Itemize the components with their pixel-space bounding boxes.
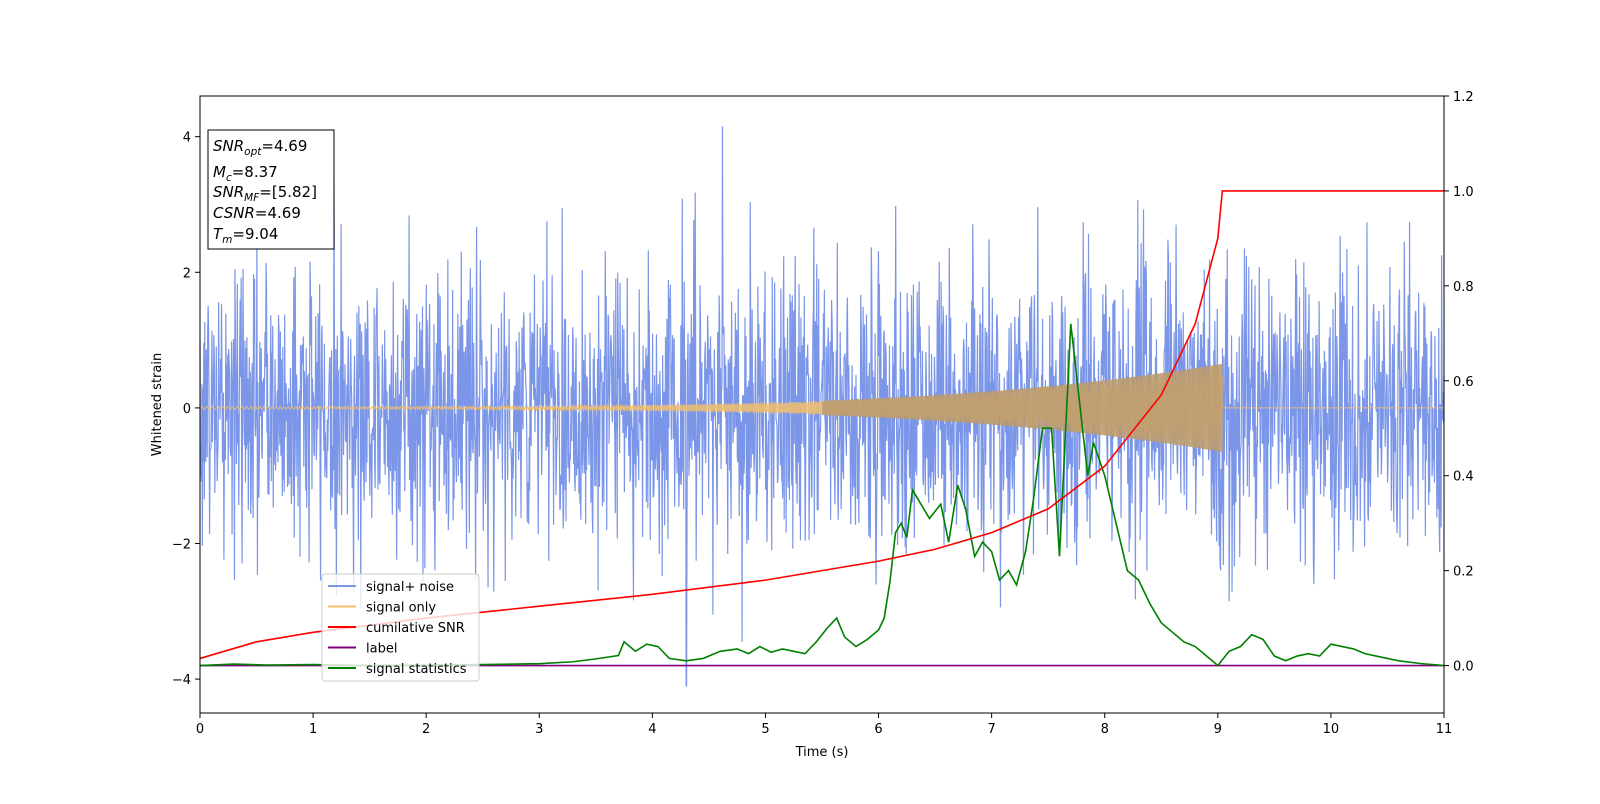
- info-csnr-value: =4.69: [255, 204, 301, 222]
- y-tick-label: 2: [183, 266, 191, 281]
- ticks-layer: 0 1 2 3 4 5 6 7 8 9 10 11 4 2 0 −2 −4 1.2 1.0 0.8 0.6 0.4 0.2 0…: [172, 90, 1474, 737]
- signal-only-envelope: [822, 363, 1223, 452]
- x-tick-label: 5: [761, 722, 769, 737]
- x-tick-label: 7: [987, 722, 995, 737]
- x-tick-label: 2: [422, 722, 430, 737]
- y2-tick-label: 1.0: [1453, 185, 1474, 200]
- info-mc-base: M: [213, 163, 226, 181]
- legend-entry-label: label: [366, 642, 397, 657]
- x-tick-label: 1: [309, 722, 317, 737]
- y-tick-label: 0: [183, 402, 191, 417]
- legend-entry-label: signal statistics: [366, 662, 467, 677]
- legend-entry-label: cumilative SNR: [366, 621, 465, 636]
- y2-tick-label: 0.0: [1453, 660, 1474, 675]
- series-signal-statistics: [199, 323, 1445, 667]
- x-tick-label: 9: [1214, 722, 1222, 737]
- legend-frame: [321, 573, 480, 682]
- y2-tick-label: 0.8: [1453, 280, 1474, 295]
- info-tm-base: T: [213, 225, 224, 243]
- info-snr-mf: SNRMF=[5.82]: [213, 183, 317, 204]
- noise-layer: [199, 126, 1445, 687]
- x-tick-label: 0: [196, 722, 204, 737]
- info-tm-value: =9.04: [232, 225, 278, 243]
- y-tick-label: −4: [172, 673, 191, 688]
- y-axis-label: Whitened strain: [150, 353, 165, 456]
- y2-tick-label: 0.6: [1453, 375, 1474, 390]
- y-tick-label: 4: [183, 131, 191, 146]
- info-snr-mf-base: SNR: [213, 183, 244, 201]
- info-csnr-base: CSNR: [213, 204, 255, 222]
- info-tm: Tm=9.04: [213, 225, 278, 246]
- x-axis-label: Time (s): [795, 745, 849, 760]
- legend-entry-label: signal+ noise: [366, 580, 454, 595]
- info-tm-sub: m: [222, 234, 232, 246]
- info-snr-opt-value: =4.69: [261, 137, 307, 155]
- info-snr-opt: SNRopt=4.69: [213, 137, 307, 158]
- info-snr-opt-sub: opt: [244, 146, 262, 158]
- y-tick-label: −2: [172, 537, 191, 552]
- info-box-frame: [207, 129, 335, 250]
- legend-entry-label: signal only: [366, 601, 436, 616]
- info-mc-value: =8.37: [232, 163, 278, 181]
- x-tick-label: 11: [1436, 722, 1453, 737]
- info-mc-sub: c: [226, 172, 232, 184]
- info-csnr: CSNR=4.69: [213, 204, 301, 222]
- plot-frame: [199, 95, 1445, 714]
- info-snr-mf-value: =[5.82]: [259, 183, 317, 201]
- info-snr-mf-sub: MF: [244, 192, 260, 204]
- legend: signal+ noise signal only cumilative SNR la…: [321, 573, 480, 682]
- y2-tick-label: 0.4: [1453, 470, 1474, 485]
- series-signal-noise: [199, 126, 1445, 687]
- x-tick-label: 6: [874, 722, 882, 737]
- x-tick-label: 3: [535, 722, 543, 737]
- y2-tick-label: 1.2: [1453, 90, 1474, 105]
- chirp-layer: [199, 363, 1444, 452]
- info-snr-opt-base: SNR: [213, 137, 244, 155]
- x-tick-label: 10: [1323, 722, 1340, 737]
- x-tick-label: 4: [648, 722, 656, 737]
- x-tick-label: 8: [1101, 722, 1109, 737]
- y2-tick-label: 0.2: [1453, 565, 1474, 580]
- info-box: SNRopt=4.69 Mc=8.37 SNRMF=[5.82] CSNR=4.…: [207, 129, 335, 250]
- info-mc: Mc=8.37: [213, 163, 278, 184]
